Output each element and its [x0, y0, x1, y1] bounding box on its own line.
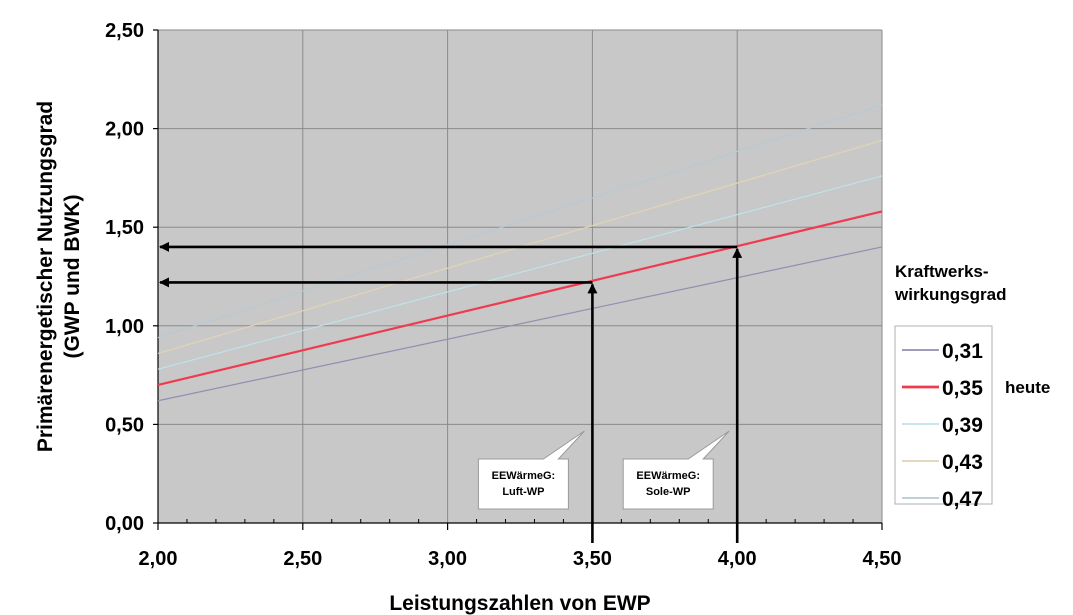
y-tick-label: 1,00	[105, 316, 144, 338]
legend-label: 0,31	[942, 340, 983, 363]
callouts: EEWärmeG: Luft-WP EEWärmeG: Sole-WP	[477, 430, 730, 510]
y-tick-label: 1,50	[105, 217, 144, 239]
callout-text: Luft-WP	[502, 486, 544, 498]
legend-box	[894, 325, 993, 505]
y-tick-label: 0,00	[105, 513, 144, 535]
arrows	[159, 241, 743, 543]
callout-text: EEWärmeG:	[636, 470, 700, 482]
legend-title-line: Kraftwerks-	[895, 262, 989, 281]
callout-text: Sole-WP	[646, 486, 691, 498]
plot-area	[158, 30, 882, 523]
x-tick-label: 2,50	[283, 548, 322, 570]
legend-label: 0,47	[942, 488, 983, 511]
series-line-0,35	[157, 210, 883, 387]
y-tick-label: 0,50	[105, 414, 144, 436]
y-axis-title-line: (GWP und BWK)	[61, 194, 84, 358]
axes	[153, 29, 883, 530]
x-tick-label: 2,00	[139, 548, 178, 570]
legend-note: heute	[1005, 378, 1050, 397]
y-tick-label: 2,50	[105, 20, 144, 42]
y-axis-title-line: Primärenergetischer Nutzungsgrad	[34, 101, 57, 452]
series-line-0,39	[157, 175, 883, 370]
x-tick-label: 4,50	[863, 548, 902, 570]
gridlines	[158, 29, 883, 523]
x-tick-label: 3,00	[428, 548, 467, 570]
x-tick-label: 4,00	[718, 548, 757, 570]
legend: Kraftwerks-wirkungsgrad 0,31 0,35 heute 0,39…	[894, 262, 1050, 511]
y-tick-label: 2,00	[105, 119, 144, 141]
x-tick-labels: 2,00 2,50 3,00 3,50 4,00 4,50	[139, 548, 902, 570]
series-line-0,31	[157, 246, 883, 402]
y-axis-title: Primärenergetischer Nutzungsgrad (GWP und…	[34, 101, 84, 452]
callout-box	[622, 430, 730, 510]
legend-label: 0,39	[942, 414, 983, 437]
series-line-0,47	[157, 104, 883, 339]
legend-label: 0,43	[942, 451, 983, 474]
y-tick-labels: 0,00 0,50 1,00 1,50 2,00 2,50	[105, 20, 144, 535]
legend-title-line: wirkungsgrad	[894, 285, 1006, 304]
x-axis-title: Leistungszahlen von EWP	[389, 592, 650, 615]
callout-box	[477, 430, 585, 510]
legend-label: 0,35	[942, 377, 983, 400]
callout-text: EEWärmeG:	[492, 470, 556, 482]
x-tick-label: 3,50	[573, 548, 612, 570]
